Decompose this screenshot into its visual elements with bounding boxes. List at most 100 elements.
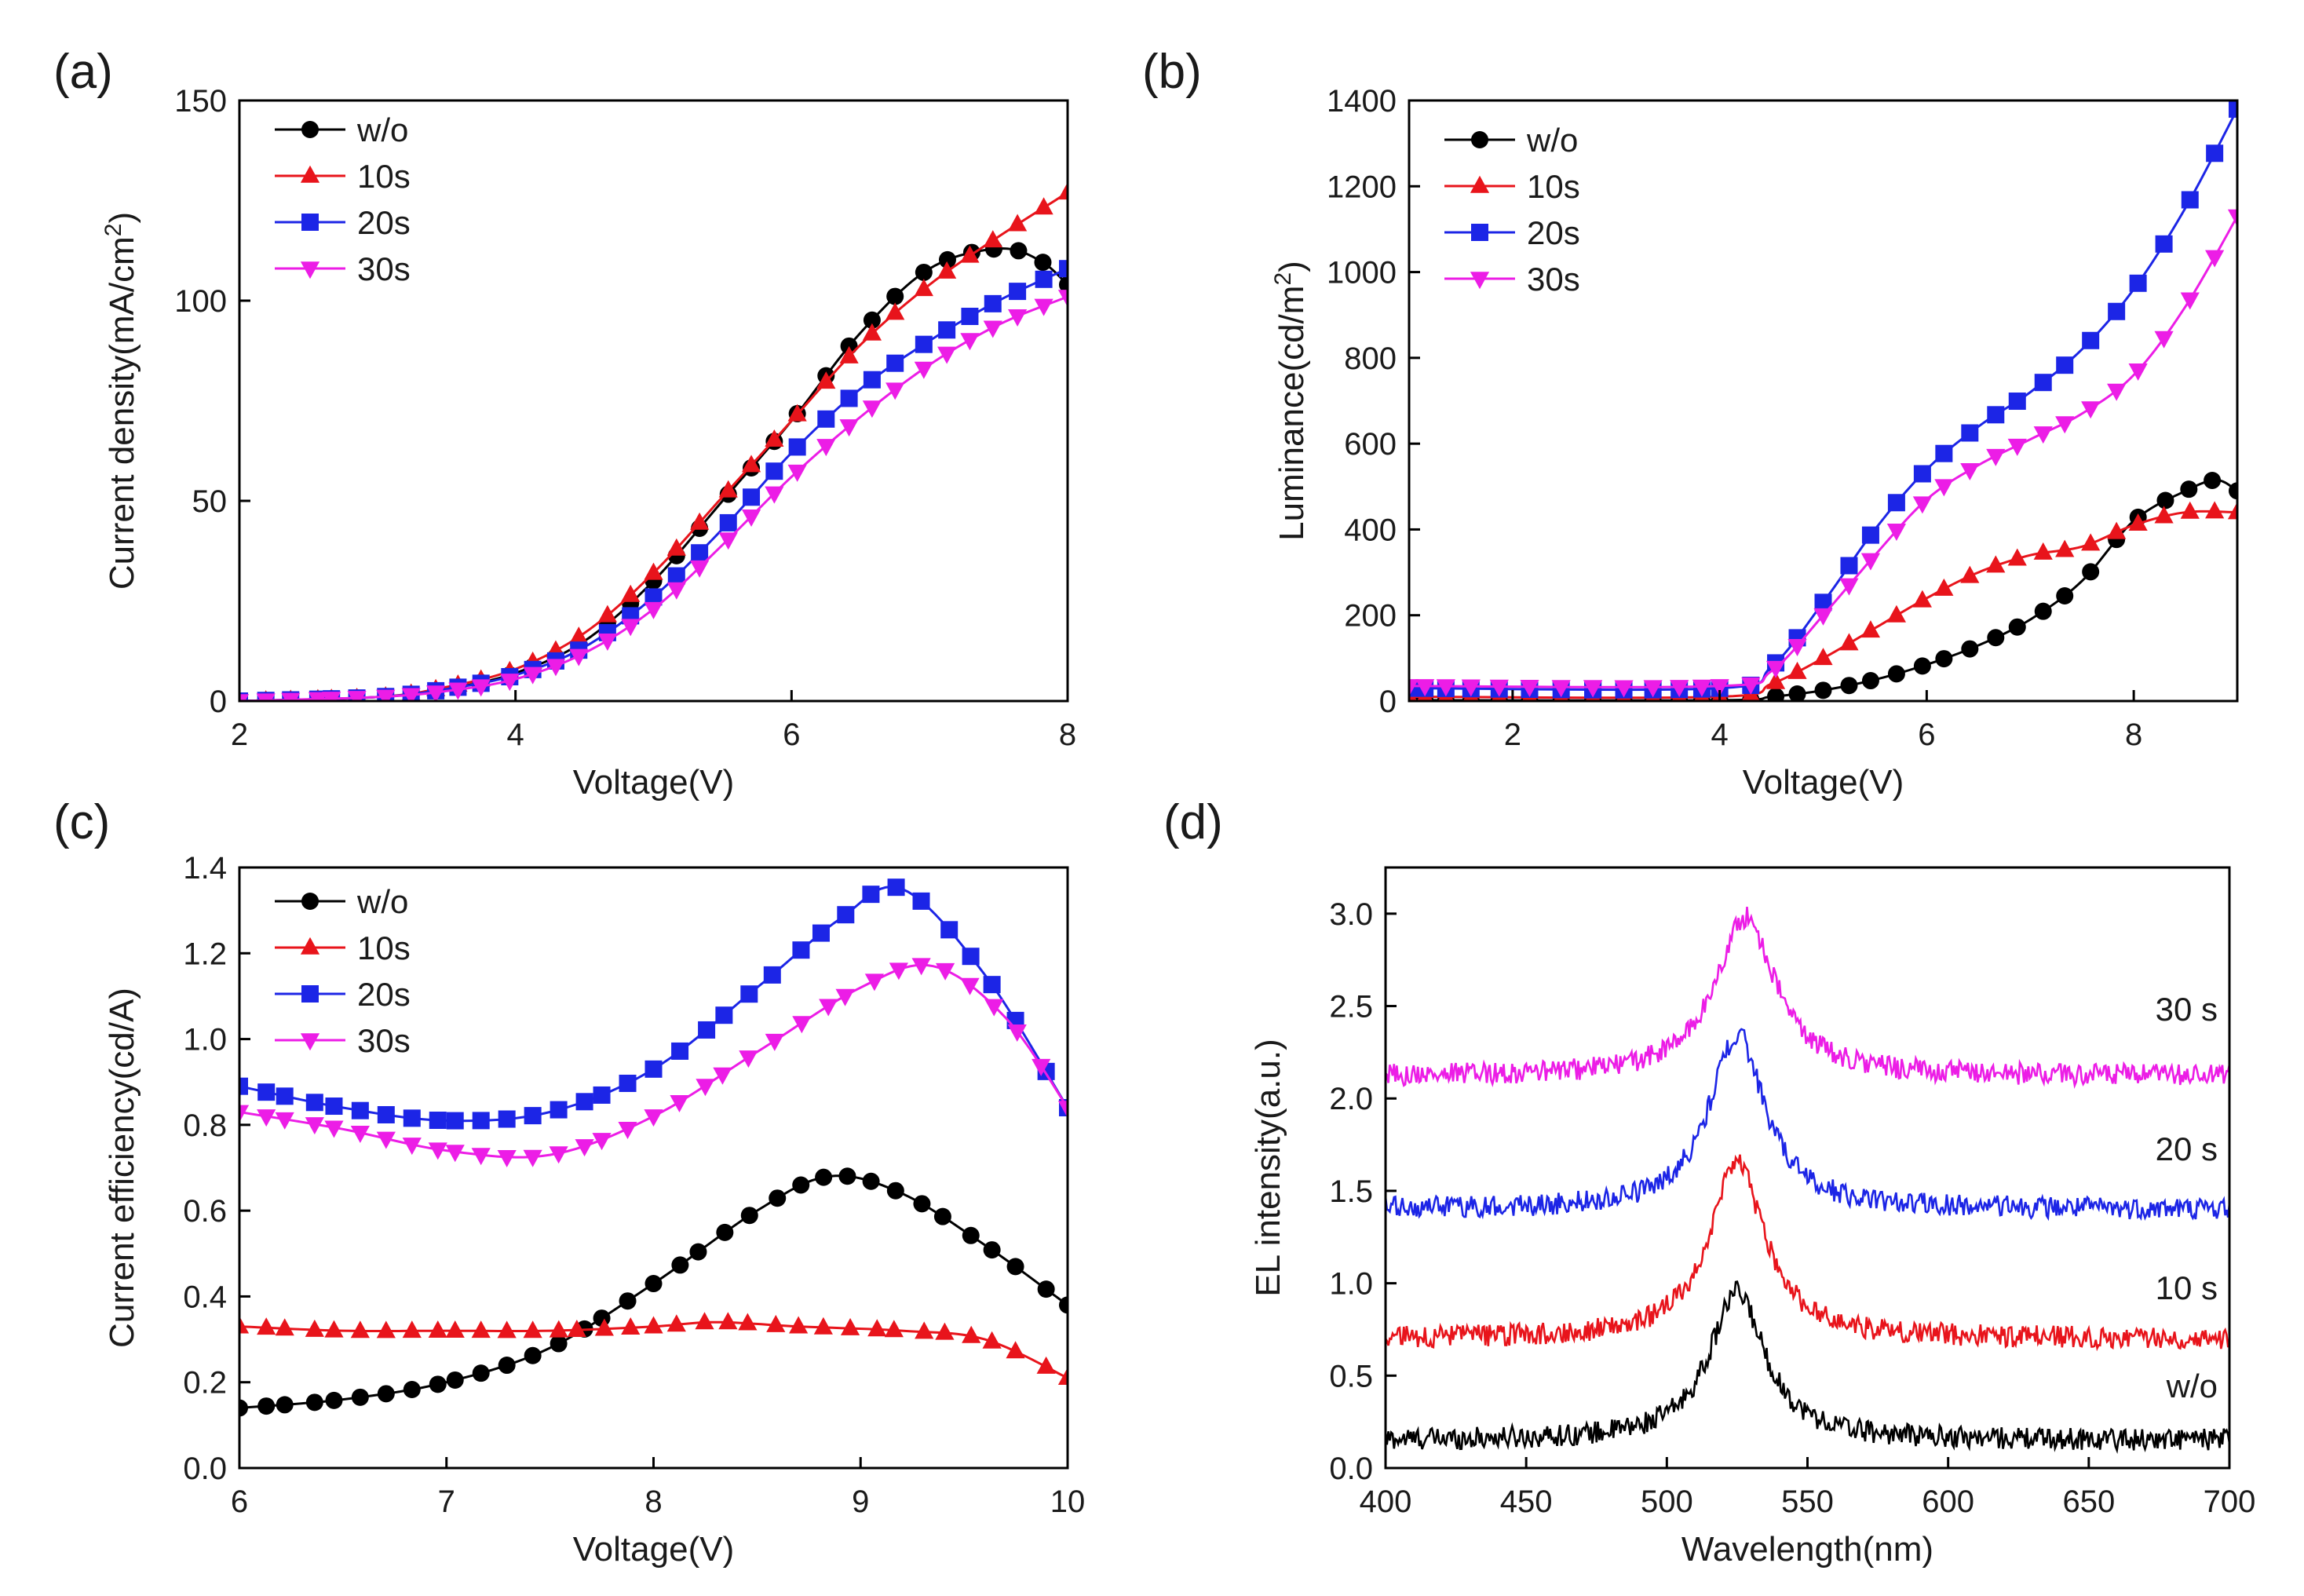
x-tick-label: 650 bbox=[2062, 1485, 2115, 1519]
data-point bbox=[523, 1320, 542, 1339]
data-point bbox=[863, 311, 881, 329]
y-tick-label: 2.0 bbox=[1329, 1082, 1373, 1116]
data-point bbox=[593, 1086, 611, 1104]
panel-b: (b) 2 4 6 8 0 200 400 600 800 1000 1200 1400 Voltage(… bbox=[1142, 45, 2239, 802]
data-point bbox=[1059, 260, 1068, 278]
data-point bbox=[276, 1087, 294, 1105]
data-point bbox=[885, 382, 905, 400]
data-point bbox=[743, 488, 761, 506]
data-point bbox=[695, 1312, 714, 1330]
data-point bbox=[2034, 374, 2052, 392]
data-point bbox=[2129, 274, 2147, 292]
data-point bbox=[1036, 1356, 1056, 1374]
data-point bbox=[937, 346, 957, 364]
axes-frame bbox=[1408, 99, 2239, 703]
plot-area bbox=[1409, 100, 2237, 701]
x-tick-label: 550 bbox=[1781, 1485, 1834, 1519]
data-point bbox=[592, 1133, 612, 1151]
data-point bbox=[982, 1331, 1002, 1349]
data-point bbox=[792, 1176, 810, 1194]
data-point bbox=[913, 1195, 931, 1213]
data-point bbox=[1986, 555, 2006, 573]
data-point bbox=[2206, 144, 2224, 163]
data-point bbox=[621, 584, 641, 602]
data-point bbox=[715, 1006, 733, 1024]
data-point bbox=[2007, 438, 2027, 456]
data-point bbox=[1670, 680, 1689, 698]
data-point bbox=[448, 682, 468, 700]
x-axis-label: Wavelength(nm) bbox=[1681, 1530, 1933, 1569]
data-point bbox=[885, 302, 905, 320]
data-point bbox=[867, 1319, 887, 1337]
data-point bbox=[1034, 197, 1053, 215]
data-point bbox=[2204, 472, 2222, 490]
data-point bbox=[2033, 542, 2053, 560]
legend-label: 10s bbox=[357, 158, 411, 195]
x-tick-label: 4 bbox=[507, 718, 524, 752]
data-point bbox=[887, 878, 905, 897]
data-point bbox=[2081, 533, 2101, 551]
data-point bbox=[840, 389, 858, 407]
data-point bbox=[567, 1319, 586, 1337]
legend-label: w/o bbox=[356, 111, 408, 148]
data-point bbox=[1814, 681, 1832, 699]
data-point bbox=[1006, 1341, 1025, 1359]
data-point bbox=[2227, 502, 2237, 520]
data-point bbox=[1035, 270, 1053, 288]
data-point bbox=[1551, 680, 1571, 698]
data-point bbox=[2055, 416, 2075, 434]
data-point bbox=[523, 1149, 542, 1167]
data-point bbox=[1861, 672, 1879, 690]
data-point bbox=[915, 335, 933, 353]
data-point bbox=[350, 1320, 370, 1339]
legend-marker bbox=[301, 893, 319, 910]
data-point bbox=[914, 279, 933, 297]
data-point bbox=[644, 1275, 663, 1293]
y-tick-label: 0.4 bbox=[183, 1280, 227, 1314]
data-point bbox=[862, 323, 882, 341]
data-point bbox=[1765, 671, 1786, 689]
legend-marker bbox=[301, 214, 319, 231]
data-point bbox=[402, 1138, 422, 1156]
data-point bbox=[819, 999, 838, 1017]
data-point bbox=[497, 1320, 517, 1339]
data-point bbox=[257, 1317, 276, 1335]
data-point bbox=[1961, 424, 1979, 442]
y-tick-label: 1200 bbox=[1327, 170, 1397, 204]
data-point bbox=[2007, 548, 2027, 566]
data-point bbox=[1787, 661, 1807, 679]
series-20-s bbox=[1386, 1028, 2229, 1222]
data-point bbox=[1913, 657, 1931, 675]
legend-label: w/o bbox=[356, 883, 408, 920]
data-point bbox=[257, 1109, 276, 1127]
data-point bbox=[619, 1074, 637, 1092]
data-point bbox=[239, 1105, 250, 1123]
data-point bbox=[718, 1312, 738, 1330]
data-point bbox=[2205, 501, 2225, 519]
data-point bbox=[766, 1314, 786, 1332]
data-point bbox=[886, 287, 904, 305]
data-point bbox=[840, 1317, 860, 1335]
data-point bbox=[1710, 679, 1729, 697]
legend: w/o 10s 20s 30s bbox=[275, 883, 411, 1059]
data-point bbox=[962, 948, 980, 966]
data-point bbox=[812, 924, 830, 942]
data-point bbox=[621, 619, 641, 637]
legend-marker bbox=[300, 937, 320, 955]
data-point bbox=[239, 1316, 250, 1334]
data-point bbox=[962, 1226, 980, 1244]
data-point bbox=[915, 263, 933, 281]
series-w-o bbox=[1386, 1280, 2229, 1454]
data-point bbox=[1839, 578, 1859, 596]
series-30s bbox=[239, 958, 1068, 1168]
data-point bbox=[401, 688, 421, 701]
data-point bbox=[1643, 680, 1663, 698]
y-tick-label: 1.4 bbox=[183, 851, 227, 886]
data-point bbox=[666, 538, 686, 556]
data-point bbox=[2229, 482, 2237, 500]
y-tick-label: 0.0 bbox=[183, 1452, 227, 1486]
data-point bbox=[864, 973, 885, 992]
series-30s bbox=[239, 290, 1068, 701]
data-point bbox=[765, 486, 784, 504]
